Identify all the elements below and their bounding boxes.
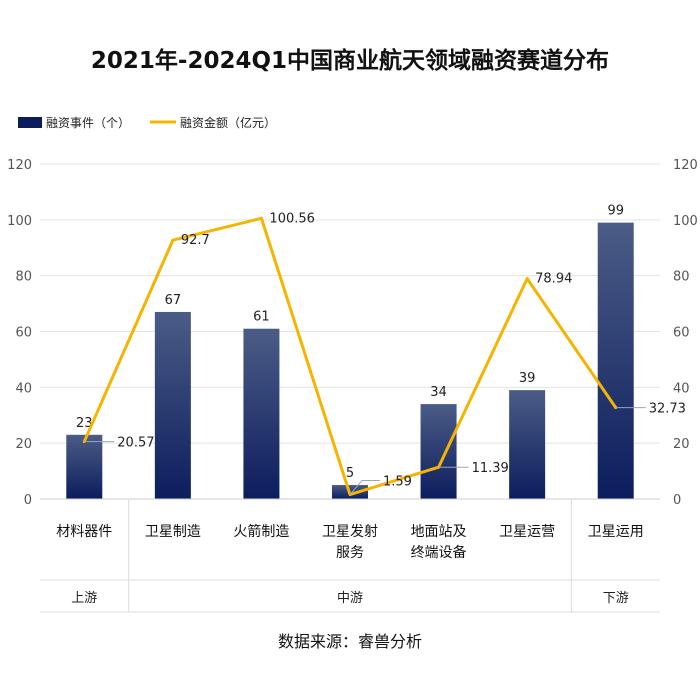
legend: 融资事件（个） 融资金额（亿元）	[18, 115, 276, 130]
line-point	[525, 277, 529, 281]
bar	[243, 328, 280, 499]
bar-value-label: 67	[165, 293, 182, 308]
bar-value-label: 5	[346, 466, 354, 481]
segment-label: 中游	[337, 591, 363, 606]
y-tick-left: 60	[15, 326, 32, 341]
segment-label: 下游	[603, 591, 629, 606]
line-series: 20.57 92.7 100.56 1.59 11.39 78.94 32.73	[82, 211, 686, 497]
category-label: 地面站及	[411, 524, 467, 540]
line-value-label: 20.57	[117, 436, 154, 451]
bar-value-label: 39	[519, 371, 536, 386]
bar	[66, 434, 103, 499]
segment-row: 上游 中游 下游	[40, 499, 660, 613]
bar-series: 23 67 61 5 34 39 99	[66, 204, 634, 499]
legend-label-bar: 融资事件（个）	[46, 116, 130, 130]
y-tick-left: 0	[24, 493, 32, 508]
line-value-label: 32.73	[649, 402, 686, 417]
source-note: 数据来源：睿兽分析	[278, 632, 422, 651]
category-label: 服务	[336, 545, 364, 561]
category-label: 终端设备	[411, 544, 467, 561]
category-label: 卫星运营	[499, 524, 555, 540]
category-label: 火箭制造	[233, 523, 289, 540]
line-value-label: 11.39	[472, 461, 509, 476]
y-tick-right: 120	[673, 158, 698, 173]
category-label: 卫星运用	[588, 524, 644, 540]
bar	[154, 311, 191, 499]
line-point	[171, 238, 175, 242]
line-value-label: 92.7	[181, 233, 210, 248]
bar	[597, 222, 634, 499]
y-tick-left: 20	[15, 437, 32, 452]
bar-value-label: 34	[430, 385, 447, 400]
y-tick-right: 80	[673, 270, 690, 285]
bar-value-label: 99	[607, 204, 624, 219]
y-tick-right: 60	[673, 326, 690, 341]
bar	[509, 390, 546, 499]
y-tick-right: 100	[673, 214, 698, 229]
y-tick-left: 80	[15, 270, 32, 285]
bar	[420, 404, 457, 499]
y-tick-right: 20	[673, 437, 690, 452]
y-axis-right: 0 20 40 60 80 100 120	[673, 158, 698, 508]
line-value-label: 78.94	[535, 272, 572, 287]
y-axis-left: 0 20 40 60 80 100 120	[7, 158, 32, 508]
y-tick-left: 40	[15, 381, 32, 396]
y-tick-right: 40	[673, 381, 690, 396]
segment-label: 上游	[71, 591, 97, 606]
bar-value-label: 61	[253, 310, 270, 325]
line-label-leader	[349, 480, 380, 495]
y-tick-left: 100	[7, 214, 32, 229]
chart-title: 2021年-2024Q1中国商业航天领域融资赛道分布	[91, 47, 609, 74]
category-label: 卫星制造	[145, 524, 201, 540]
y-tick-right: 0	[673, 493, 681, 508]
legend-swatch-bar	[18, 117, 42, 128]
category-label: 卫星发射	[322, 524, 378, 540]
line-point	[259, 216, 263, 220]
category-label: 材料器件	[56, 524, 112, 540]
line-value-label: 100.56	[269, 211, 315, 226]
bar-value-label: 23	[76, 416, 93, 431]
y-tick-left: 120	[7, 158, 32, 173]
legend-label-line: 融资金额（亿元）	[180, 115, 276, 130]
line-value-label: 1.59	[383, 475, 412, 490]
